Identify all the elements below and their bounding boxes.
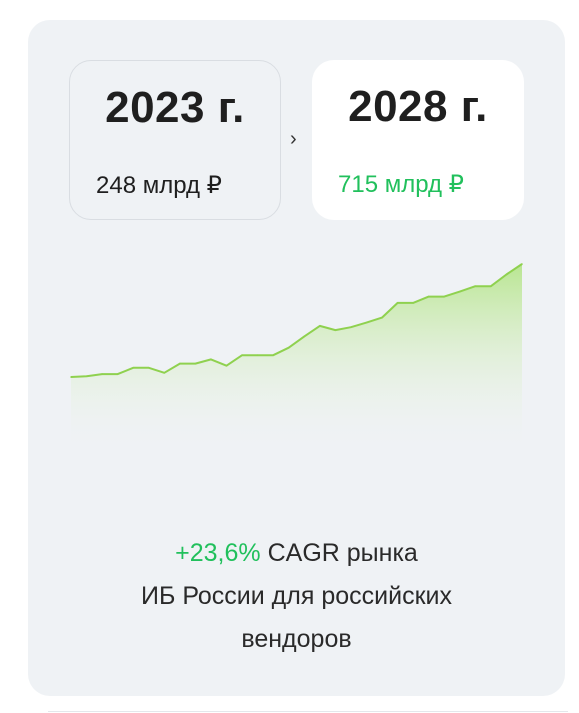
data-point <box>163 372 166 374</box>
data-point <box>241 354 243 357</box>
data-point <box>194 362 197 365</box>
data-point <box>303 335 306 338</box>
data-point <box>381 316 383 319</box>
start-year-box: 2023 г. 248 млрд ₽ <box>69 60 281 220</box>
data-point <box>101 373 103 375</box>
data-point <box>443 295 446 298</box>
data-point <box>490 285 492 288</box>
series-line <box>70 263 523 378</box>
start-amount: 248 млрд ₽ <box>96 172 222 199</box>
data-point <box>85 375 88 378</box>
data-point <box>272 354 274 357</box>
market-growth-card: 2023 г. 248 млрд ₽ › 2028 г. 715 млрд ₽ … <box>28 20 565 696</box>
data-point <box>225 364 228 367</box>
caption-line-1: +23,6% CAGR рынка <box>28 532 565 575</box>
end-amount: 715 млрд ₽ <box>338 171 464 198</box>
data-point <box>70 376 72 378</box>
cagr-percent: +23,6% <box>175 539 261 567</box>
growth-area-chart <box>70 263 523 446</box>
data-point <box>412 302 414 304</box>
caption-line-1-text: CAGR рынка <box>260 539 418 567</box>
data-point <box>256 354 259 357</box>
end-year: 2028 г. <box>348 82 488 131</box>
data-point <box>505 273 508 276</box>
data-point <box>132 367 134 369</box>
divider <box>48 711 568 712</box>
data-point <box>116 373 119 375</box>
data-point <box>179 362 181 365</box>
cagr-caption: +23,6% CAGR рынка ИБ России для российск… <box>28 532 565 661</box>
caption-line-2: ИБ России для российских <box>141 582 452 610</box>
data-point <box>148 367 150 369</box>
data-point <box>427 295 430 298</box>
area-fill <box>71 264 522 446</box>
data-point <box>350 326 352 329</box>
data-point <box>287 346 290 349</box>
start-year: 2023 г. <box>105 83 245 132</box>
data-point <box>459 290 461 293</box>
chevron-right-icon: › <box>290 128 297 150</box>
data-point <box>365 321 368 324</box>
data-point <box>521 263 523 265</box>
data-point <box>396 302 399 304</box>
data-point <box>210 358 212 361</box>
end-year-box: 2028 г. 715 млрд ₽ <box>312 60 524 220</box>
caption-line-3: вендоров <box>241 625 352 653</box>
data-point <box>334 329 337 331</box>
data-point <box>319 325 321 327</box>
data-point <box>474 285 477 288</box>
